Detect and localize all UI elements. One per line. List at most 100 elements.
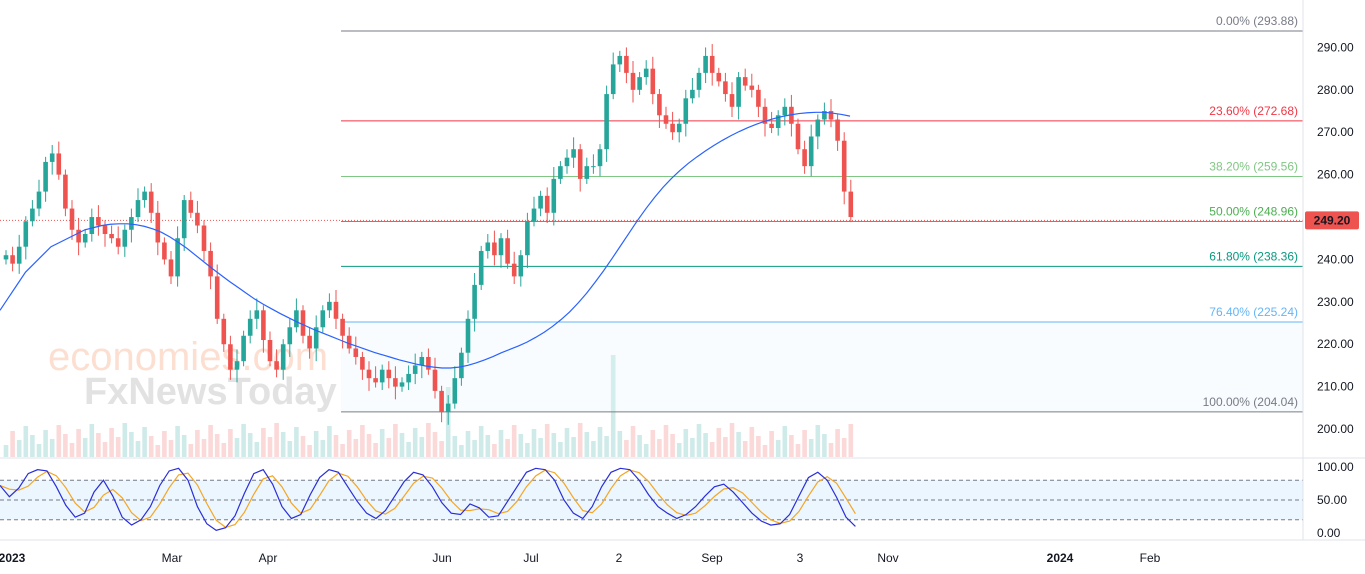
candle-body [551, 178, 557, 213]
volume-bar [353, 439, 359, 457]
candle-body [399, 382, 405, 387]
time-tick-label: Jul [523, 551, 538, 565]
price-tick-label: 280.00 [1317, 83, 1354, 97]
candle-body [452, 378, 458, 404]
candle-body [723, 81, 728, 95]
volume-bar [610, 355, 616, 457]
candle-body [300, 310, 306, 336]
candle-body [709, 55, 715, 73]
volume-bar [406, 442, 411, 457]
volume-bar [584, 432, 590, 457]
volume-bar [723, 437, 728, 457]
candle-body [544, 195, 550, 213]
candle-body [432, 369, 438, 391]
volume-bar [690, 438, 695, 457]
stochastic-d-line [0, 469, 856, 528]
candle-body [775, 115, 781, 128]
volume-bar [419, 437, 425, 457]
volume-bar [643, 444, 649, 457]
last-price-badge: 249.20 [1305, 211, 1359, 230]
candle-body [56, 153, 62, 175]
volume-bar [637, 435, 642, 457]
candle-body [168, 259, 174, 277]
volume-bar [135, 441, 141, 457]
volume-bar [82, 438, 88, 457]
candle-body [261, 310, 266, 340]
candle-body [478, 250, 484, 285]
volume-bar [63, 434, 68, 457]
time-tick-label: Sep [701, 551, 723, 565]
volume-bar [267, 437, 273, 457]
volume-bar [379, 429, 385, 457]
time-axis[interactable]: 2023 Mar Apr Jun Jul 2 Sep 3 Nov 2024 Feb [0, 551, 1161, 565]
candle-body [742, 77, 748, 86]
volume-bar [828, 443, 834, 457]
volume-bar [544, 424, 550, 457]
fib-level-label: 38.20% (259.56) [1209, 160, 1298, 174]
candle-body [769, 123, 774, 128]
volume-bar [201, 439, 207, 457]
candle-body [49, 153, 55, 162]
volume-bar [597, 427, 603, 457]
volume-bar [630, 426, 636, 457]
volume-bar [261, 428, 266, 457]
price-axis[interactable]: 290.00280.00270.00260.00250.00240.00230.… [1317, 40, 1354, 436]
candle-body [162, 242, 167, 260]
volume-bar [815, 425, 821, 457]
candle-body [472, 284, 477, 319]
time-tick-label: Nov [877, 551, 898, 565]
volume-bar [56, 425, 62, 457]
candle-body [3, 255, 9, 260]
volume-bar [558, 442, 563, 457]
candle-body [848, 191, 854, 218]
candle-body [188, 200, 194, 213]
candle-body [591, 166, 596, 168]
candle-body [142, 191, 147, 201]
time-tick-label: Apr [259, 551, 278, 565]
stochastic-pane: 100.00 50.00 0.00 [0, 460, 1354, 540]
time-tick-label: 2023 [0, 551, 26, 565]
volume-bar [775, 440, 781, 457]
time-tick-label: 3 [797, 551, 804, 565]
fib-level-label: 23.60% (272.68) [1209, 104, 1298, 118]
volume-bar [3, 445, 9, 457]
volume-bar [670, 434, 675, 457]
candle-body [274, 361, 279, 370]
candle-body [531, 208, 537, 222]
volume-bar [89, 424, 95, 457]
candle-body [221, 318, 227, 345]
time-tick-label: Jun [432, 551, 451, 565]
candle-body [597, 149, 603, 167]
volume-bar [848, 424, 854, 457]
volume-bar [485, 435, 491, 457]
volume-bar [221, 443, 227, 457]
candle-body [69, 208, 75, 230]
volume-bar [320, 440, 326, 457]
fibonacci-retracement: 0.00% (293.88) 23.60% (272.68) 38.20% (259… [341, 14, 1303, 413]
candle-body [294, 310, 299, 328]
volume-bars [3, 355, 854, 457]
candle-body [36, 191, 42, 209]
fib-level-label: 100.00% (204.04) [1203, 395, 1298, 409]
volume-bar [346, 430, 352, 457]
volume-bar [736, 432, 741, 457]
volume-bar [155, 445, 161, 457]
candle-body [280, 344, 286, 370]
candle-body [234, 361, 240, 370]
stochastic-k-line [0, 467, 856, 532]
volume-bar [241, 424, 246, 457]
candle-body [703, 55, 708, 73]
candle-body [511, 263, 517, 277]
candle-body [148, 191, 154, 213]
volume-bar [188, 444, 194, 457]
candle-body [690, 89, 695, 99]
candle-body [822, 111, 827, 120]
volume-bar [525, 443, 530, 457]
volume-bar [683, 429, 689, 457]
candle-body [102, 225, 108, 234]
volume-bar [650, 430, 656, 457]
volume-bar [531, 429, 537, 457]
candle-body [353, 348, 359, 357]
candle-body [406, 373, 411, 383]
